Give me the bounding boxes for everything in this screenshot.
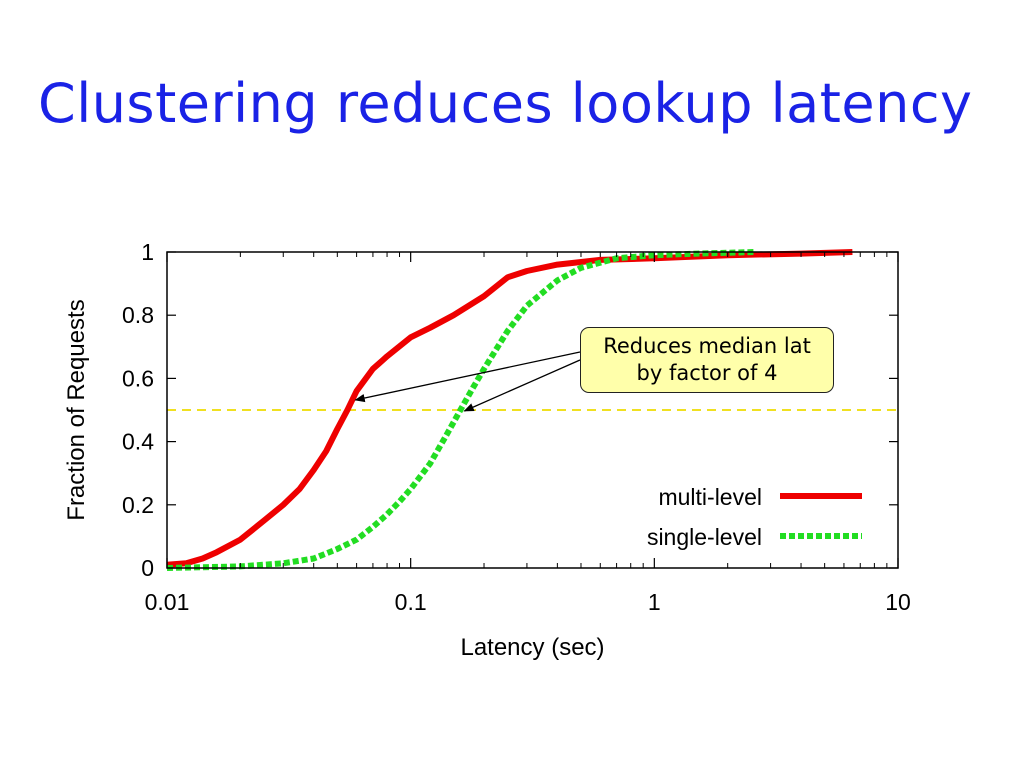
x-axis-label: Latency (sec) xyxy=(460,634,604,661)
y-tick-label: 1 xyxy=(141,239,154,265)
legend-label-single-level: single-level xyxy=(647,524,762,550)
y-tick-label: 0.2 xyxy=(122,492,154,518)
annotation-callout: Reduces median lat by factor of 4 xyxy=(580,327,834,393)
x-tick-label: 0.1 xyxy=(395,589,427,615)
y-tick-label: 0 xyxy=(141,555,154,581)
y-axis-label: Fraction of Requests xyxy=(63,299,90,520)
y-tick-label: 0.6 xyxy=(122,365,154,391)
x-tick-label: 1 xyxy=(648,589,661,615)
y-tick-label: 0.4 xyxy=(122,429,154,455)
slide-title: Clustering reduces lookup latency xyxy=(38,72,973,135)
series-line-multi-level xyxy=(166,249,853,568)
legend-label-multi-level: multi-level xyxy=(658,484,762,510)
x-tick-label: 0.01 xyxy=(145,589,190,615)
x-tick-label: 10 xyxy=(885,589,911,615)
annotation-line-1: Reduces median lat xyxy=(603,334,811,358)
annotation-line-2: by factor of 4 xyxy=(636,361,778,385)
series-line-single-level xyxy=(166,249,756,571)
y-tick-label: 0.8 xyxy=(122,302,154,328)
annotation-arrow-multi-level xyxy=(354,351,581,403)
annotation-arrow-single-level xyxy=(463,359,581,412)
plot-frame xyxy=(166,251,899,569)
